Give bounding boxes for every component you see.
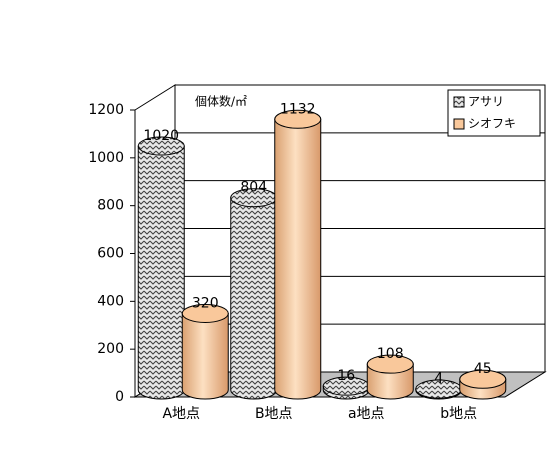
cylinder-top bbox=[459, 369, 507, 389]
cylinder-top bbox=[366, 354, 414, 374]
y-tick-label: 600 bbox=[97, 246, 124, 262]
value-label: 1020 bbox=[143, 128, 179, 144]
cylinder-body bbox=[137, 145, 185, 400]
value-label: 4 bbox=[434, 371, 443, 387]
legend-swatch bbox=[453, 96, 465, 108]
y-tick-label: 1200 bbox=[88, 102, 124, 118]
cylinder-body bbox=[274, 118, 322, 400]
legend-label: シオフキ bbox=[468, 117, 516, 131]
cylinder bbox=[274, 109, 322, 400]
cylinder-body bbox=[230, 197, 278, 400]
legend-swatch bbox=[453, 118, 465, 130]
value-label: 320 bbox=[192, 295, 219, 311]
y-tick-label: 0 bbox=[115, 389, 124, 405]
value-label: 1132 bbox=[280, 101, 316, 117]
y-tick-label: 800 bbox=[97, 198, 124, 214]
x-tick-label: b地点 bbox=[440, 406, 477, 422]
value-label: 804 bbox=[240, 180, 267, 196]
cylinder bbox=[459, 369, 507, 400]
cylinder bbox=[230, 188, 278, 400]
value-label: 45 bbox=[474, 361, 492, 377]
cylinder-top bbox=[137, 136, 185, 156]
unit-annotation: 個体数/㎡ bbox=[195, 94, 247, 109]
value-label: 16 bbox=[337, 368, 355, 384]
cylinder-body bbox=[366, 363, 414, 400]
cylinder bbox=[366, 354, 414, 400]
cylinder-top bbox=[181, 303, 229, 323]
legend-label: アサリ bbox=[468, 95, 504, 109]
cylinder bbox=[415, 379, 463, 400]
x-tick-label: a地点 bbox=[348, 406, 385, 422]
cylinder bbox=[137, 136, 185, 400]
cylinder bbox=[181, 303, 229, 400]
y-tick-label: 1000 bbox=[88, 150, 124, 166]
y-tick-label: 400 bbox=[97, 293, 124, 309]
x-tick-label: B地点 bbox=[255, 406, 293, 422]
cylinder-top bbox=[274, 109, 322, 129]
value-label: 108 bbox=[377, 346, 404, 362]
cylinder-body bbox=[181, 312, 229, 400]
y-tick-label: 200 bbox=[97, 341, 124, 357]
x-tick-label: A地点 bbox=[162, 406, 200, 422]
